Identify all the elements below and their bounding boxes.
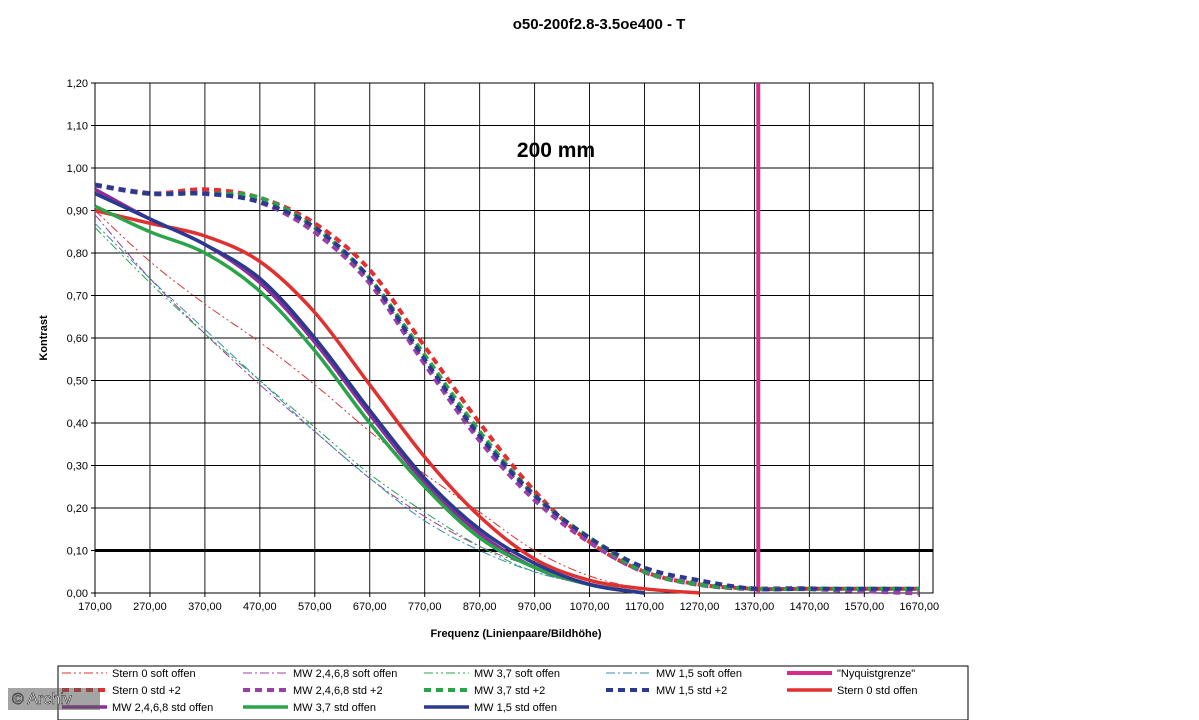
series-line-11 [94, 204, 645, 595]
y-tick-label: 0,20 [67, 503, 88, 515]
legend-label: MW 1,5 soft offen [656, 668, 742, 680]
legend-label: MW 3,7 std offen [293, 702, 376, 714]
legend: Stern 0 soft offen MW 2,4,6,8 soft offen M… [57, 665, 969, 720]
x-tick-label: 870,00 [463, 601, 497, 613]
x-tick-label: 1570,00 [844, 601, 884, 613]
y-tick-label: 0,40 [67, 418, 88, 430]
x-axis-title: Frequenz (Linienpaare/Bildhöhe) [430, 628, 601, 640]
x-tick-label: 170,00 [78, 601, 112, 613]
legend-label: MW 1,5 std offen [474, 702, 557, 714]
x-tick-label: 370,00 [188, 601, 222, 613]
legend-label: Stern 0 std +2 [112, 685, 181, 697]
axes: 170,00 270,00 370,00 470,00 570,00 670,00 770,… [67, 78, 940, 613]
series-line-9 [94, 208, 700, 595]
x-tick-label: 1170,00 [625, 601, 664, 613]
y-tick-label: 0,70 [67, 291, 88, 303]
y-tick-label: 0,80 [67, 248, 88, 260]
legend-label: MW 2,4,6,8 soft offen [293, 668, 397, 680]
x-tick-label: 1470,00 [789, 601, 829, 613]
y-tick-label: 0,00 [67, 588, 88, 600]
legend-label: MW 1,5 std +2 [656, 685, 727, 697]
y-tick-label: 1,20 [67, 78, 88, 90]
x-tick-label: 270,00 [133, 601, 167, 613]
series-line-3 [94, 227, 645, 594]
grid [94, 82, 934, 594]
legend-label: MW 3,7 soft offen [474, 668, 560, 680]
y-tick-label: 0,60 [67, 333, 88, 345]
legend-label: Stern 0 soft offen [112, 668, 196, 680]
y-axis-title: Kontrast [38, 315, 50, 361]
y-tick-label: 0,50 [67, 376, 88, 388]
legend-label: MW 2,4,6,8 std offen [112, 702, 213, 714]
y-tick-label: 1,00 [67, 163, 88, 175]
legend-label: MW 3,7 std +2 [474, 685, 545, 697]
chart-title: o50-200f2.8-3.5oe400 - T [513, 16, 686, 33]
series-line-4 [94, 222, 645, 594]
series-line-7 [94, 183, 920, 592]
x-tick-label: 1070,00 [570, 601, 610, 613]
legend-label: Stern 0 std offen [837, 685, 918, 697]
series-line-6 [94, 182, 920, 596]
series-layer [94, 83, 933, 596]
x-tick-label: 770,00 [408, 601, 442, 613]
legend-label: MW 2,4,6,8 std +2 [293, 685, 383, 697]
watermark-background [8, 688, 100, 710]
series-line-5 [94, 183, 920, 592]
x-tick-label: 1670,00 [899, 601, 939, 613]
x-tick-label: 470,00 [243, 601, 277, 613]
legend-label: "Nyquistgrenze" [837, 668, 915, 680]
series-line-12 [94, 191, 645, 595]
y-tick-label: 0,10 [67, 546, 88, 558]
focal-length-annotation: 200 mm [517, 139, 595, 162]
x-tick-label: 970,00 [518, 601, 552, 613]
y-tick-label: 0,90 [67, 206, 88, 218]
series-line-8 [94, 183, 920, 592]
y-tick-label: 0,30 [67, 461, 88, 473]
watermark: © Archiv [8, 688, 100, 710]
x-tick-label: 1270,00 [680, 601, 720, 613]
y-tick-label: 1,10 [67, 121, 88, 133]
x-tick-label: 570,00 [298, 601, 332, 613]
x-tick-label: 1370,00 [735, 601, 775, 613]
watermark-text: © Archiv [12, 691, 72, 708]
x-tick-label: 670,00 [353, 601, 387, 613]
